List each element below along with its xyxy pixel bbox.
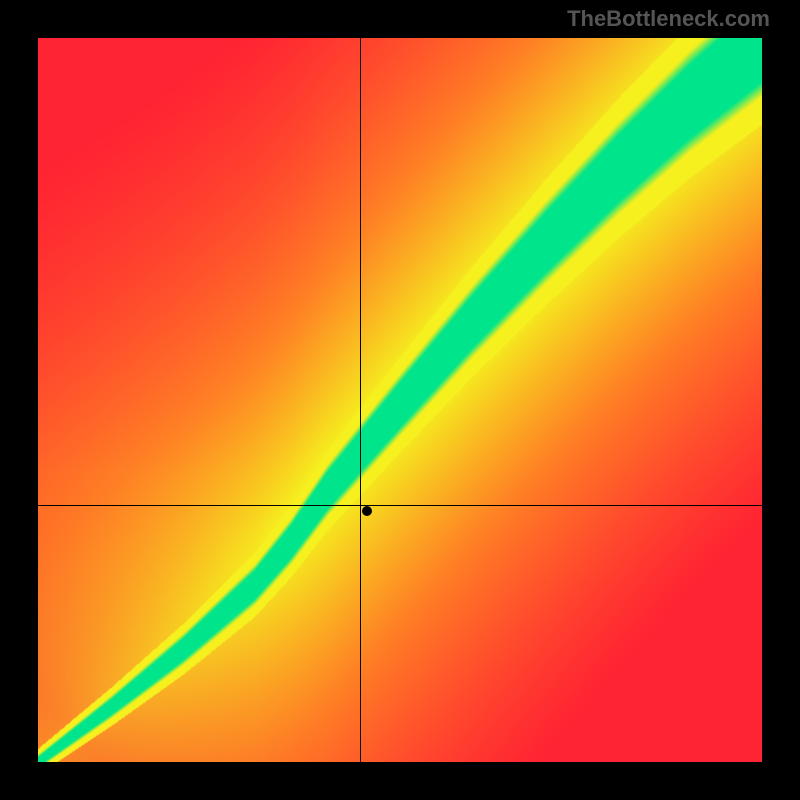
crosshair-marker — [362, 506, 372, 516]
watermark-text: TheBottleneck.com — [567, 6, 770, 32]
crosshair-horizontal — [38, 505, 762, 506]
heatmap-canvas — [38, 38, 762, 762]
crosshair-vertical — [360, 38, 361, 762]
heatmap-plot — [38, 38, 762, 762]
